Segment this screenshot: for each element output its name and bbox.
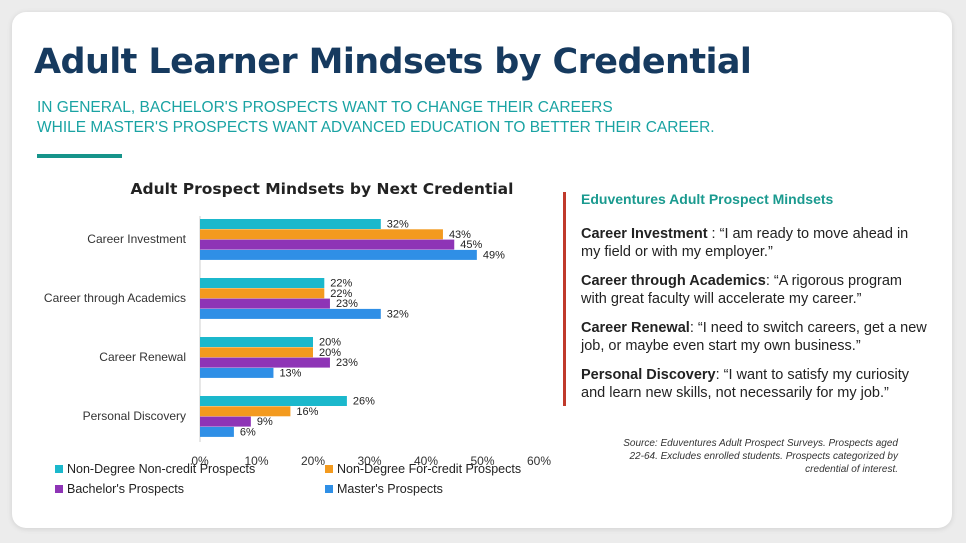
x-tick-label: 10% [244, 454, 268, 468]
subtitle: IN GENERAL, BACHELOR'S PROSPECTS WANT TO… [37, 98, 715, 138]
bar [200, 396, 347, 406]
legend-item: Bachelor's Prospects [55, 482, 184, 496]
legend-label: Master's Prospects [337, 482, 443, 496]
bar-value-label: 32% [387, 308, 409, 320]
category-label: Personal Discovery [83, 409, 186, 423]
x-tick-label: 0% [191, 454, 209, 468]
definition-item: Career through Academics: “A rigorous pr… [581, 272, 931, 308]
slide-card [12, 12, 952, 528]
legend-item: Master's Prospects [325, 482, 443, 496]
x-tick-label: 60% [527, 454, 551, 468]
definition-separator: : [715, 367, 724, 383]
definitions-heading: Eduventures Adult Prospect Mindsets [581, 191, 834, 207]
definition-text: “A rigorous program with great faculty w… [581, 273, 903, 307]
definition-separator: : [765, 273, 774, 289]
bar-value-label: 32% [387, 219, 409, 231]
x-tick-label: 30% [357, 454, 381, 468]
divider-line [563, 192, 566, 406]
legend-label: Non-Degree For-credit Prospects [337, 462, 522, 476]
definition-item: Career Renewal: “I need to switch career… [581, 319, 931, 355]
category-label: Career Renewal [99, 350, 186, 364]
x-tick-labels-layer: 0% 10% 20% 30% 40% 50% 60% [191, 454, 551, 468]
bar [200, 416, 251, 427]
bar [200, 229, 443, 240]
definition-separator: : [707, 226, 720, 242]
bar [200, 278, 325, 288]
bar [200, 239, 455, 250]
category-labels-layer: Career Investment Career through Academic… [44, 232, 187, 423]
legend-swatch [55, 485, 63, 493]
bar-value-label: 13% [279, 367, 301, 379]
bar-value-label: 23% [336, 357, 358, 369]
bar-value-label: 20% [319, 337, 341, 349]
chart-title: Adult Prospect Mindsets by Next Credenti… [131, 180, 514, 198]
x-tick-label: 50% [470, 454, 494, 468]
bar [200, 357, 330, 368]
definition-term: Career through Academics [581, 273, 766, 289]
definition-text: “I want to satisfy my curiosity and lear… [581, 367, 909, 401]
bar [200, 308, 381, 319]
bar-value-label: 22% [330, 288, 352, 300]
bars-layer [200, 219, 477, 437]
bar-value-label: 9% [257, 416, 273, 428]
category-label: Career through Academics [44, 291, 186, 305]
subtitle-line-2: WHILE MASTER'S PROSPECTS WANT ADVANCED E… [37, 119, 715, 136]
bar-value-label: 43% [449, 229, 471, 241]
definition-item: Personal Discovery: “I want to satisfy m… [581, 366, 931, 402]
bar [200, 249, 477, 260]
bar [200, 298, 330, 309]
legend-swatch [325, 465, 333, 473]
definition-term: Career Investment [581, 226, 708, 242]
bar-value-label: 16% [296, 406, 318, 418]
bar [200, 426, 234, 437]
value-labels-layer: 32%43%45%49%22%22%23%32%20%20%23%13%26%1… [240, 219, 505, 439]
bar [200, 219, 381, 229]
bar [200, 347, 313, 358]
bar-value-label: 45% [460, 239, 482, 251]
bar [200, 337, 313, 347]
definition-separator: : [689, 320, 698, 336]
legend-label: Non-Degree Non-credit Prospects [67, 462, 256, 476]
bar-value-label: 22% [330, 278, 352, 290]
x-tick-label: 40% [414, 454, 438, 468]
bar-value-label: 20% [319, 347, 341, 359]
definition-term: Personal Discovery [581, 367, 716, 383]
chart-legend: Non-Degree Non-credit Prospects Non-Degre… [55, 462, 545, 506]
bar-value-label: 6% [240, 426, 256, 438]
definitions-panel: Eduventures Adult Prospect Mindsets Care… [581, 191, 931, 413]
source-note: Source: Eduventures Adult Prospect Surve… [623, 438, 898, 475]
legend-item: Non-Degree For-credit Prospects [325, 462, 521, 476]
legend-swatch [325, 485, 333, 493]
page-title: Adult Learner Mindsets by Credential [34, 42, 752, 82]
definition-text: “I am ready to move ahead in my field or… [581, 226, 909, 260]
definition-item: Career Investment : “I am ready to move … [581, 225, 931, 261]
legend-item: Non-Degree Non-credit Prospects [55, 462, 255, 476]
bar [200, 288, 325, 299]
bar [200, 406, 291, 417]
category-label: Career Investment [87, 232, 186, 246]
legend-label: Bachelor's Prospects [67, 482, 185, 496]
definition-text: “I need to switch careers, get a new job… [581, 320, 927, 354]
subtitle-line-1: IN GENERAL, BACHELOR'S PROSPECTS WANT TO… [37, 99, 613, 116]
accent-rule [37, 154, 122, 158]
bar-value-label: 23% [336, 298, 358, 310]
bar [200, 367, 274, 378]
definition-term: Career Renewal [581, 320, 690, 336]
x-tick-label: 20% [301, 454, 325, 468]
legend-swatch [55, 465, 63, 473]
bar-value-label: 26% [353, 396, 375, 408]
bar-value-label: 49% [483, 249, 505, 261]
